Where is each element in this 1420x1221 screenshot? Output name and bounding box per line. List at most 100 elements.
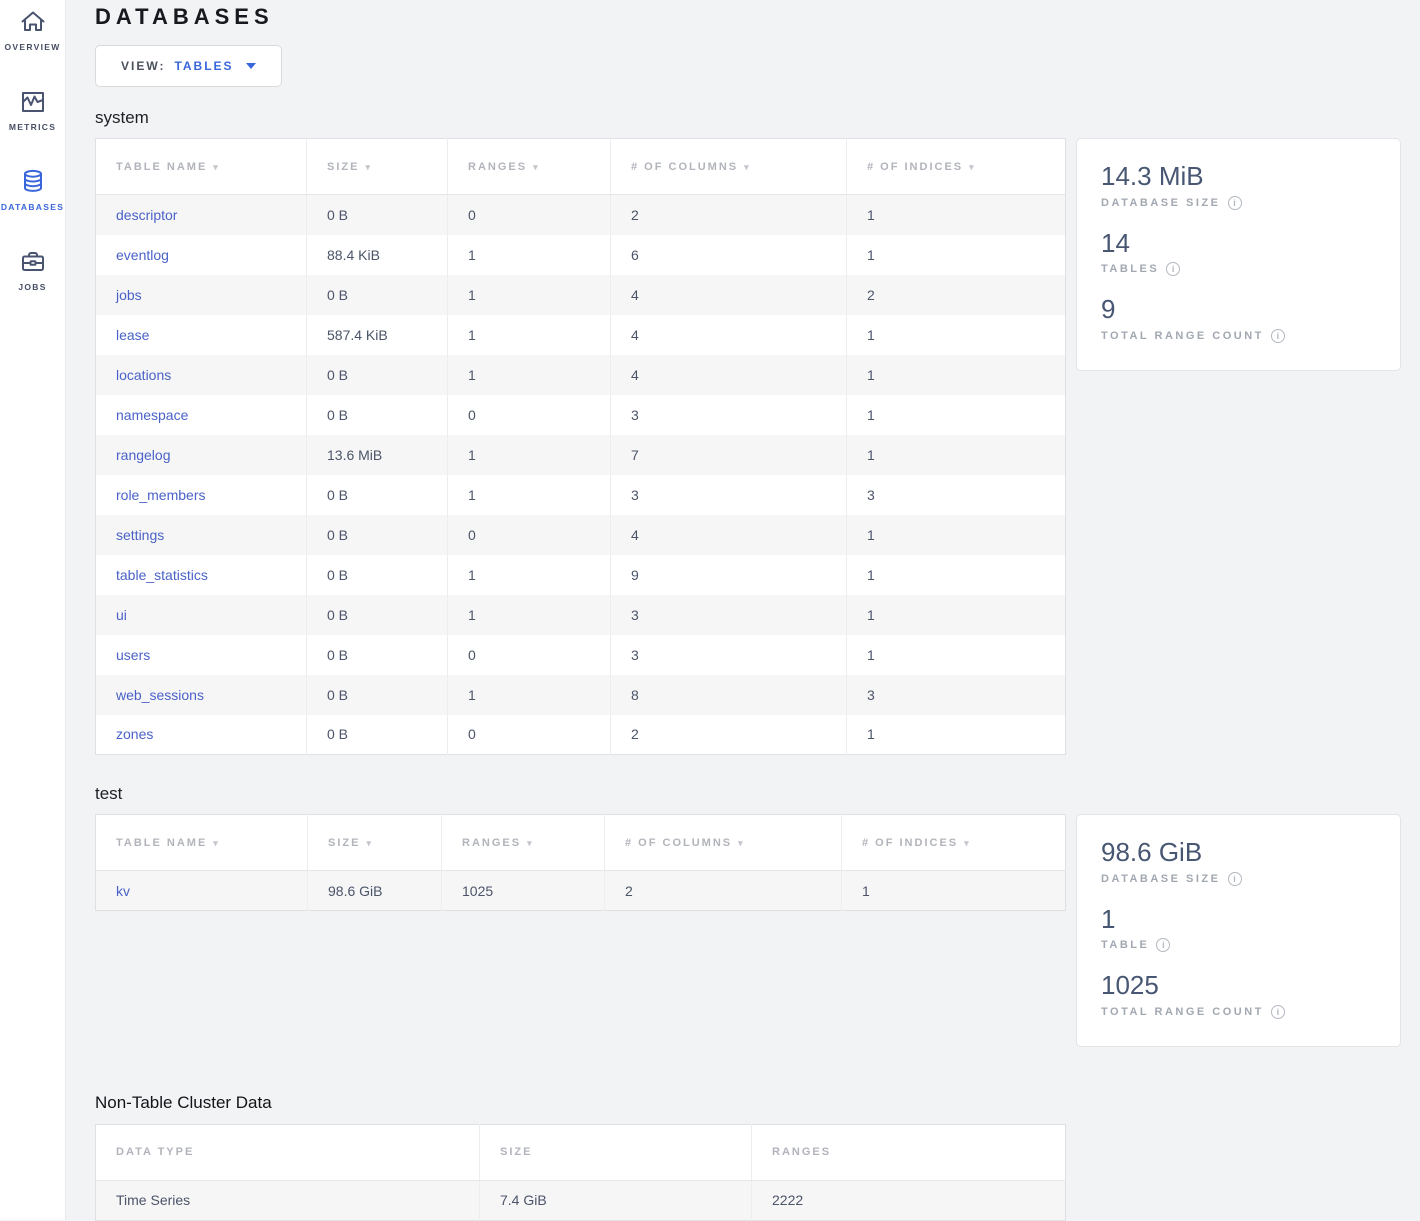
- table-name-link[interactable]: lease: [116, 326, 150, 343]
- sidebar-item-label: JOBS: [18, 282, 47, 292]
- stat-label-text: TABLES: [1101, 263, 1160, 275]
- sidebar-item-label: METRICS: [8, 122, 57, 132]
- cell-value: 1: [447, 234, 611, 275]
- cell-value: 0 B: [306, 394, 448, 435]
- table-name-link[interactable]: zones: [116, 726, 154, 743]
- column-header--of-columns[interactable]: # OF COLUMNS ▾: [604, 814, 842, 871]
- table-name-link[interactable]: web_sessions: [116, 686, 204, 703]
- database-section-test: TABLE NAME ▾ SIZE ▾ RANGES ▾ # OF COLUMNS ▾ # OF…: [95, 814, 1401, 1047]
- cell-value: 1: [846, 634, 1066, 675]
- view-selector-dropdown[interactable]: VIEW: TABLES: [95, 45, 282, 87]
- sort-arrow-icon: ▾: [527, 837, 532, 848]
- database-icon: [19, 168, 47, 196]
- stat-range-count: 1025 TOTAL RANGE COUNT i: [1101, 969, 1376, 1019]
- info-icon[interactable]: i: [1270, 1004, 1285, 1019]
- cell-value: 2222: [751, 1180, 1066, 1220]
- column-header-label: RANGES: [772, 1146, 832, 1158]
- column-header-ranges[interactable]: RANGES ▾: [447, 138, 611, 195]
- table-row: lease 587.4 KiB 1 4 1: [96, 314, 1066, 355]
- cell-value: 8: [610, 674, 847, 715]
- cell-value: 0: [447, 514, 611, 555]
- cell-value: 2: [846, 274, 1066, 315]
- table-name-link[interactable]: users: [116, 646, 151, 663]
- column-header-table-name[interactable]: TABLE NAME ▾: [95, 814, 308, 871]
- column-header-label: DATA TYPE: [116, 1146, 195, 1158]
- cell-table-name: kv: [95, 870, 308, 911]
- table-name-link[interactable]: role_members: [116, 486, 206, 503]
- column-header-size[interactable]: SIZE ▾: [307, 814, 442, 871]
- column-header--of-indices[interactable]: # OF INDICES ▾: [841, 814, 1066, 871]
- column-header-ranges: RANGES: [751, 1124, 1066, 1181]
- stat-table-count: 1 TABLE i: [1101, 903, 1376, 952]
- table-row: eventlog 88.4 KiB 1 6 1: [96, 234, 1066, 275]
- table-name-link[interactable]: rangelog: [116, 446, 171, 463]
- sort-arrow-icon: ▾: [964, 837, 969, 848]
- stat-label: TABLES i: [1101, 262, 1376, 276]
- stat-value: 98.6 GiB: [1101, 837, 1203, 867]
- stat-table-count: 14 TABLES i: [1101, 227, 1376, 276]
- table-name-link[interactable]: table_statistics: [116, 566, 208, 583]
- cell-table-name: ui: [95, 594, 307, 635]
- cell-value: 1: [447, 674, 611, 715]
- cell-value: 4: [610, 514, 847, 555]
- header-row: TABLE NAME ▾ SIZE ▾ RANGES ▾ # OF COLUMNS ▾ # OF…: [95, 138, 1066, 195]
- stat-label: TOTAL RANGE COUNT i: [1101, 328, 1376, 343]
- stat-label-text: DATABASE SIZE: [1101, 872, 1221, 885]
- sidebar-item-metrics[interactable]: METRICS: [0, 88, 65, 168]
- table-name-link[interactable]: descriptor: [116, 206, 178, 223]
- cell-value: 1: [447, 314, 611, 355]
- info-icon[interactable]: i: [1166, 262, 1181, 276]
- cell-table-name: web_sessions: [95, 674, 307, 715]
- header-row: TABLE NAME ▾ SIZE ▾ RANGES ▾ # OF COLUMNS ▾ # OF…: [95, 814, 1066, 871]
- cell-table-name: users: [96, 635, 307, 675]
- column-header-ranges[interactable]: RANGES ▾: [441, 814, 605, 871]
- table-name-link[interactable]: locations: [116, 366, 172, 383]
- table-name-link[interactable]: kv: [116, 882, 130, 899]
- table-name-link[interactable]: jobs: [116, 286, 142, 303]
- sort-arrow-icon: ▾: [738, 837, 743, 848]
- info-icon[interactable]: i: [1270, 328, 1285, 343]
- sidebar-item-overview[interactable]: OVERVIEW: [0, 8, 65, 88]
- table-name-link[interactable]: namespace: [116, 406, 189, 423]
- metrics-icon: [19, 88, 47, 116]
- stat-label-text: DATABASE SIZE: [1101, 196, 1221, 209]
- column-header-data-type: DATA TYPE: [95, 1124, 480, 1181]
- column-header-label: TABLE NAME: [116, 836, 208, 849]
- sidebar-item-databases[interactable]: DATABASES: [0, 168, 65, 248]
- stat-label: TABLE i: [1101, 938, 1376, 952]
- cell-table-name: eventlog: [96, 235, 307, 275]
- main-content: DATABASES VIEW: TABLES system TABLE NAME…: [66, 0, 1420, 1221]
- cell-value: 2: [604, 870, 842, 911]
- info-icon[interactable]: i: [1227, 195, 1242, 210]
- cell-value: 3: [846, 674, 1066, 715]
- cell-value: 1: [846, 554, 1066, 595]
- cell-value: 2: [610, 714, 847, 755]
- cell-value: 1: [846, 354, 1066, 395]
- column-header-size[interactable]: SIZE ▾: [306, 138, 448, 195]
- column-header-label: # OF INDICES: [867, 160, 964, 173]
- info-icon[interactable]: i: [1227, 871, 1242, 886]
- cell-value: 4: [610, 354, 847, 395]
- column-header--of-indices[interactable]: # OF INDICES ▾: [846, 138, 1066, 195]
- table-name-link[interactable]: settings: [116, 526, 165, 543]
- info-icon[interactable]: i: [1156, 938, 1171, 952]
- table-name-link[interactable]: eventlog: [116, 246, 169, 263]
- test-tables-table: TABLE NAME ▾ SIZE ▾ RANGES ▾ # OF COLUMNS ▾ # OF…: [95, 814, 1066, 911]
- table-name-link[interactable]: ui: [116, 606, 127, 623]
- column-header--of-columns[interactable]: # OF COLUMNS ▾: [610, 138, 847, 195]
- stat-value: 14: [1101, 227, 1130, 258]
- cell-value: 1: [447, 274, 611, 315]
- column-header-table-name[interactable]: TABLE NAME ▾: [95, 138, 307, 195]
- cell-table-name: jobs: [95, 274, 307, 315]
- cell-value: 0 B: [306, 634, 448, 675]
- cell-value: 0: [447, 194, 611, 235]
- cell-value: 1: [846, 314, 1066, 355]
- sort-arrow-icon: ▾: [213, 161, 218, 172]
- sidebar-item-jobs[interactable]: JOBS: [0, 248, 65, 328]
- stat-label-text: TOTAL RANGE COUNT: [1101, 329, 1264, 342]
